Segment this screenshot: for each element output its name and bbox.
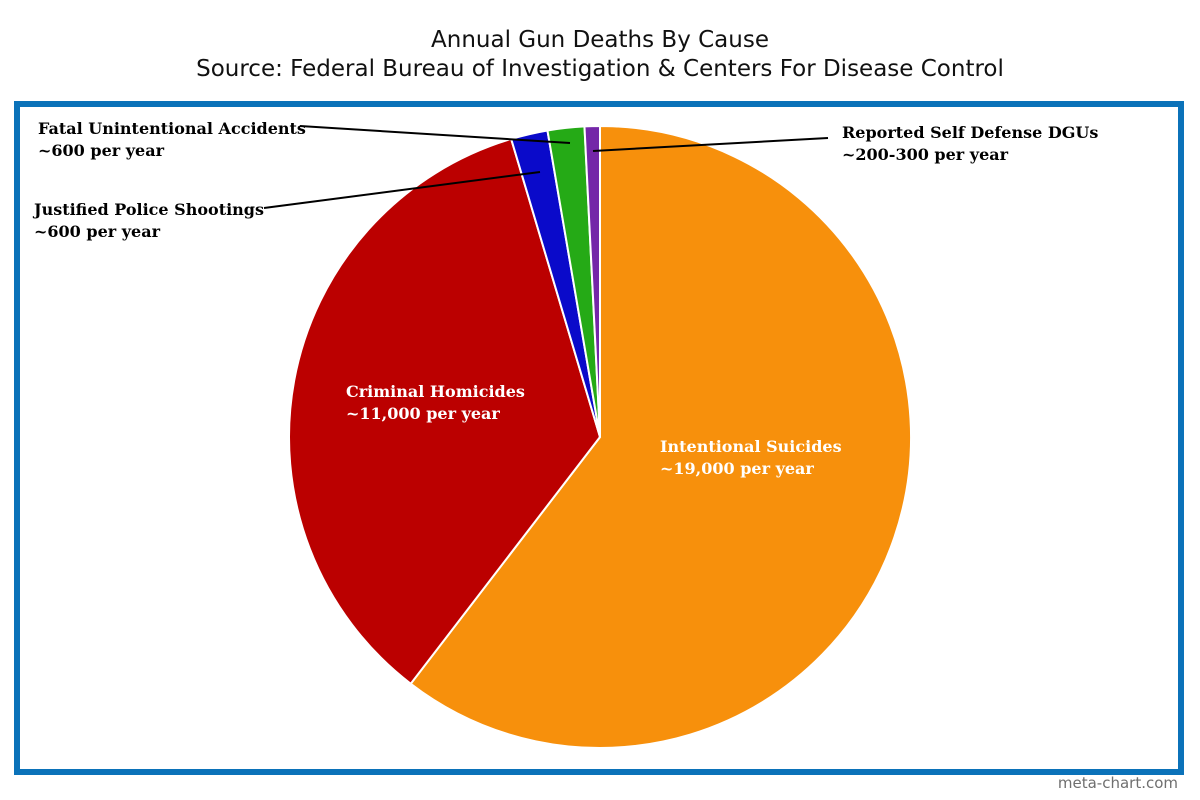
leader-line-accidents bbox=[299, 125, 571, 144]
watermark: meta-chart.com bbox=[1057, 774, 1178, 792]
slice-labels: Intentional Suicides ~19,000 per year Crim… bbox=[32, 119, 1098, 478]
leader-line-police-shootings bbox=[263, 171, 541, 209]
slice-label-suicides: Intentional Suicides bbox=[660, 437, 842, 456]
chart-title: Annual Gun Deaths By Cause bbox=[431, 27, 769, 53]
pie-slice-suicides bbox=[409, 124, 912, 749]
slice-label-homicides: Criminal Homicides bbox=[346, 382, 525, 401]
leader-line-self-defense bbox=[592, 137, 829, 152]
slice-value-label-police-shootings: ~600 per year bbox=[34, 222, 161, 241]
slice-value-label-homicides: ~11,000 per year bbox=[346, 404, 500, 423]
pie-slices bbox=[288, 124, 912, 749]
slice-label-accidents: Fatal Unintentional Accidents bbox=[38, 119, 306, 138]
leader-lines bbox=[263, 125, 829, 209]
slice-label-police-shootings: Justified Police Shootings bbox=[32, 200, 264, 219]
slice-label-self-defense: Reported Self Defense DGUs bbox=[842, 123, 1098, 142]
slice-value-label-accidents: ~600 per year bbox=[38, 141, 165, 160]
pie-slice-self-defense bbox=[583, 124, 601, 438]
chart-subtitle: Source: Federal Bureau of Investigation … bbox=[196, 56, 1004, 82]
slice-value-label-self-defense: ~200-300 per year bbox=[842, 145, 1009, 164]
pie-slice-homicides bbox=[288, 137, 602, 686]
slice-value-label-suicides: ~19,000 per year bbox=[660, 459, 814, 478]
